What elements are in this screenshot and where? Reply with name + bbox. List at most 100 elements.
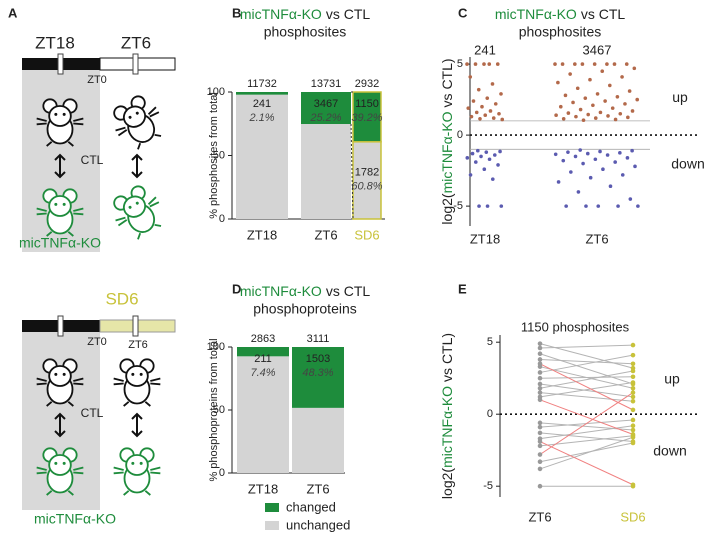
- point: [618, 112, 623, 116]
- point: [498, 149, 502, 154]
- down-label: down: [653, 442, 686, 458]
- y-tick-label: 0: [487, 408, 493, 420]
- mouse-awake: [112, 358, 162, 407]
- point: [584, 204, 588, 208]
- value-label: 39.2%: [351, 112, 382, 124]
- point: [474, 110, 479, 115]
- pair-point: [630, 390, 636, 395]
- pair-point: [537, 424, 543, 430]
- title-text: vs CTL: [326, 6, 371, 22]
- chart-title: micTNFα-KO vs CTL: [240, 6, 371, 22]
- count-label: 1782: [355, 166, 379, 178]
- point: [630, 148, 634, 153]
- title-highlight: micTNFα-KO: [240, 6, 322, 22]
- point: [624, 62, 629, 66]
- point: [593, 116, 598, 120]
- point: [598, 149, 602, 154]
- point: [632, 66, 637, 71]
- pair-line: [539, 392, 634, 402]
- pair-point: [537, 443, 543, 449]
- pair-line: [539, 363, 634, 411]
- point: [479, 154, 483, 159]
- bar-segment: [352, 141, 382, 220]
- y-tick-label: 5: [487, 336, 493, 348]
- point: [468, 173, 473, 177]
- pair-line: [539, 441, 634, 486]
- point: [561, 116, 566, 121]
- pair-point: [537, 345, 543, 351]
- mouse-sleeping: [105, 89, 171, 156]
- point: [573, 154, 578, 159]
- y-axis-label-part: log2(: [439, 468, 455, 499]
- y-axis-label: % phosphoproteins from total: [208, 338, 220, 481]
- up-label: up: [664, 370, 680, 386]
- pair-point: [537, 351, 543, 357]
- point: [480, 104, 484, 109]
- mouse-ko-sleeping: [105, 179, 171, 246]
- point: [580, 62, 585, 66]
- value-label: 2.1%: [248, 112, 274, 124]
- x-tick-label: ZT6: [528, 509, 551, 524]
- point: [485, 204, 490, 208]
- x-tick-label: ZT18: [247, 227, 277, 242]
- point: [628, 197, 633, 201]
- x-tick-label: ZT6: [585, 231, 608, 246]
- pair-point: [537, 390, 543, 395]
- pair-point: [537, 439, 543, 444]
- pair-point: [537, 397, 543, 403]
- point: [485, 96, 490, 100]
- ctl-label: CTL: [81, 406, 104, 420]
- point: [469, 114, 474, 119]
- y-tick-label: 5: [457, 58, 463, 70]
- point: [578, 148, 582, 152]
- y-axis-label: % phosphosites from total: [208, 92, 220, 219]
- point: [566, 150, 570, 154]
- point: [576, 190, 581, 194]
- x-tick-label: ZT18: [248, 481, 278, 496]
- pair-line: [539, 425, 634, 440]
- y-axis-label-part: vs CTL): [439, 333, 455, 382]
- point: [578, 107, 583, 112]
- bar-segment: [352, 91, 382, 143]
- x-tick-label: ZT6: [314, 227, 337, 242]
- point: [605, 62, 609, 66]
- time-marker: [132, 53, 139, 75]
- point: [571, 100, 575, 105]
- point: [633, 164, 637, 169]
- legend-label: unchanged: [286, 517, 350, 532]
- point: [556, 180, 561, 184]
- pair-point: [630, 440, 636, 446]
- point: [493, 102, 498, 106]
- pair-point: [630, 368, 636, 374]
- count-label: 3467: [583, 43, 612, 58]
- y-tick-label: 100: [207, 86, 225, 98]
- pair-point: [537, 375, 543, 381]
- point: [612, 62, 617, 66]
- point: [588, 175, 593, 180]
- point: [496, 163, 500, 167]
- point: [581, 118, 586, 122]
- sd6-label: SD6: [105, 289, 138, 308]
- point: [477, 204, 481, 208]
- pair-point: [537, 459, 543, 465]
- panel-letter: A: [8, 5, 18, 20]
- y-tick-label: 50: [213, 149, 225, 161]
- time-marker: [132, 315, 139, 337]
- point: [553, 62, 557, 66]
- point: [616, 204, 620, 208]
- pair-point: [537, 357, 543, 362]
- pair-point: [630, 352, 636, 358]
- y-axis-label-part: log2(: [439, 193, 455, 224]
- total-label: 13731: [311, 78, 342, 90]
- bar-segment: [237, 356, 289, 473]
- point: [626, 115, 630, 120]
- point: [636, 204, 640, 208]
- pair-point: [630, 423, 636, 429]
- pair-point: [537, 341, 543, 346]
- total-label: 11732: [247, 78, 277, 90]
- y-tick-label: 50: [213, 404, 225, 416]
- point: [575, 86, 580, 91]
- bar-segment: [301, 124, 351, 219]
- point: [470, 151, 475, 156]
- point: [487, 157, 492, 162]
